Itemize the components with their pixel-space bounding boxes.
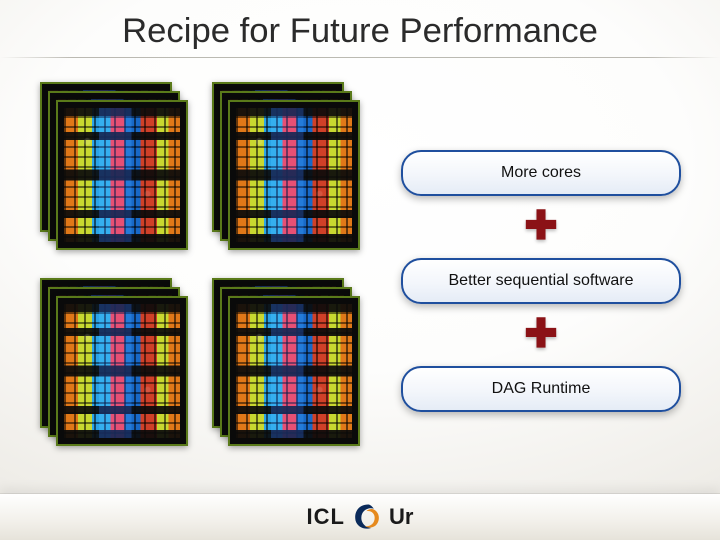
footer: ICL Ur [0, 494, 720, 540]
chip-die [228, 100, 360, 250]
logo-ur: Ur [389, 504, 413, 530]
chip-die [56, 100, 188, 250]
bubble-more-cores: More cores [401, 150, 681, 196]
chip-stack [40, 278, 188, 446]
bubble-better-seq: Better sequential software [401, 258, 681, 304]
plus-icon: ✚ [524, 314, 558, 354]
chip-stack [212, 278, 360, 446]
swirl-icon [351, 502, 385, 532]
page-title: Recipe for Future Performance [122, 8, 598, 55]
plus-icon: ✚ [524, 206, 558, 246]
bubble-label: DAG Runtime [492, 380, 591, 398]
title-underline [0, 57, 720, 58]
chip-grid [40, 82, 360, 446]
chip-stack [212, 82, 360, 250]
bubble-label: More cores [501, 164, 581, 182]
bubble-label: Better sequential software [449, 272, 634, 290]
title-bar: Recipe for Future Performance [0, 8, 720, 58]
chip-die [228, 296, 360, 446]
bubble-dag-runtime: DAG Runtime [401, 366, 681, 412]
bubble-column: More cores ✚ Better sequential software … [396, 150, 686, 412]
logo-icl: ICL [307, 504, 345, 530]
chip-die [56, 296, 188, 446]
chip-stack [40, 82, 188, 250]
